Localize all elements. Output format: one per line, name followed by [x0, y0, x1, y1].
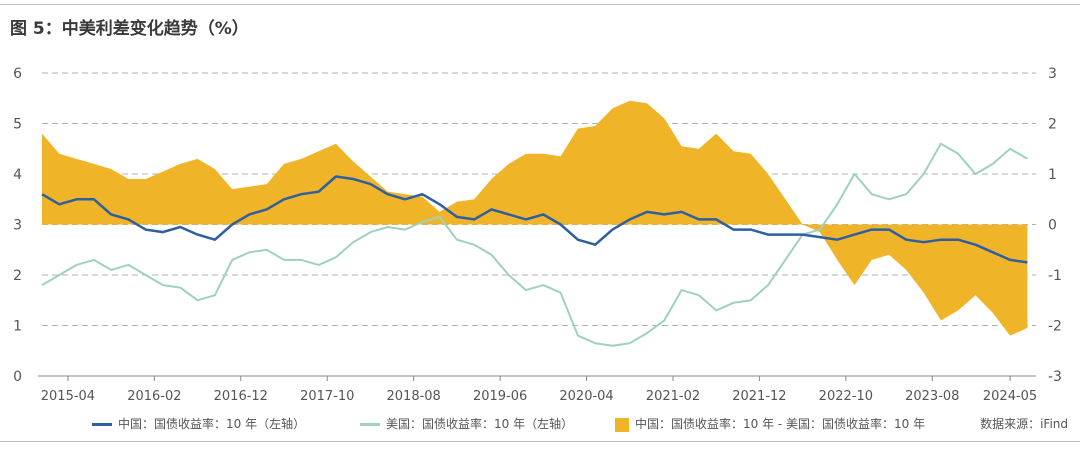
legend-swatch-spread	[615, 417, 629, 432]
legend-label-cn: 中国：国债收益率：10 年（左轴）	[118, 417, 306, 431]
cn-yield-line	[41, 175, 1028, 264]
us-yield-line	[41, 142, 1028, 347]
x-tick-label: 2021-02	[646, 389, 700, 404]
source-note: 数据来源：iFind	[980, 417, 1068, 431]
x-tick-label: 2017-10	[300, 389, 354, 404]
y-right-tick-label: -1	[1048, 268, 1062, 284]
legend: 中国：国债收益率：10 年（左轴） 美国：国债收益率：10 年（左轴） 中国：国…	[0, 412, 1080, 434]
legend-label-spread: 中国：国债收益率：10 年 - 美国：国债收益率：10 年	[635, 417, 926, 431]
x-tick-label: 2015-04	[41, 389, 95, 404]
y-left-tick-label: 4	[13, 167, 22, 183]
x-tick-label: 2022-10	[819, 389, 873, 404]
x-tick-label: 2019-06	[473, 389, 527, 404]
legend-item-spread: 中国：国债收益率：10 年 - 美国：国债收益率：10 年	[615, 415, 925, 432]
bottom-rule	[0, 441, 1080, 442]
y-left-tick-label: 1	[13, 319, 22, 335]
y-right-tick-label: 0	[1048, 218, 1057, 234]
legend-item-cn: 中国：国债收益率：10 年（左轴）	[92, 415, 305, 432]
y-left-tick-label: 2	[13, 268, 22, 284]
y-left-tick-label: 6	[13, 66, 22, 82]
x-tick-label: 2016-12	[214, 389, 268, 404]
x-tick-label: 2021-12	[732, 389, 786, 404]
y-right-tick-label: 3	[1048, 66, 1057, 82]
y-left-tick-label: 0	[13, 369, 22, 385]
legend-label-us: 美国：国债收益率：10 年（左轴）	[386, 417, 574, 431]
chart-title: 图 5：中美利差变化趋势（%）	[10, 19, 249, 39]
legend-item-us: 美国：国债收益率：10 年（左轴）	[360, 415, 573, 432]
y-right-tick-label: 2	[1048, 117, 1057, 133]
x-tick-label: 2020-04	[559, 389, 613, 404]
y-right-tick-label: -2	[1048, 319, 1062, 335]
y-left-tick-label: 3	[13, 218, 22, 234]
y-left-tick-label: 5	[13, 117, 22, 133]
legend-swatch-cn	[92, 423, 112, 426]
top-rule	[0, 4, 1080, 5]
y-right-tick-label: 1	[1048, 167, 1057, 183]
x-tick-label: 2016-02	[127, 389, 181, 404]
legend-swatch-us	[360, 423, 380, 426]
x-tick-label: 2018-08	[387, 389, 441, 404]
x-tick-label: 2024-05	[983, 389, 1037, 404]
y-right-tick-label: -3	[1048, 369, 1062, 385]
x-tick-label: 2023-08	[905, 389, 959, 404]
